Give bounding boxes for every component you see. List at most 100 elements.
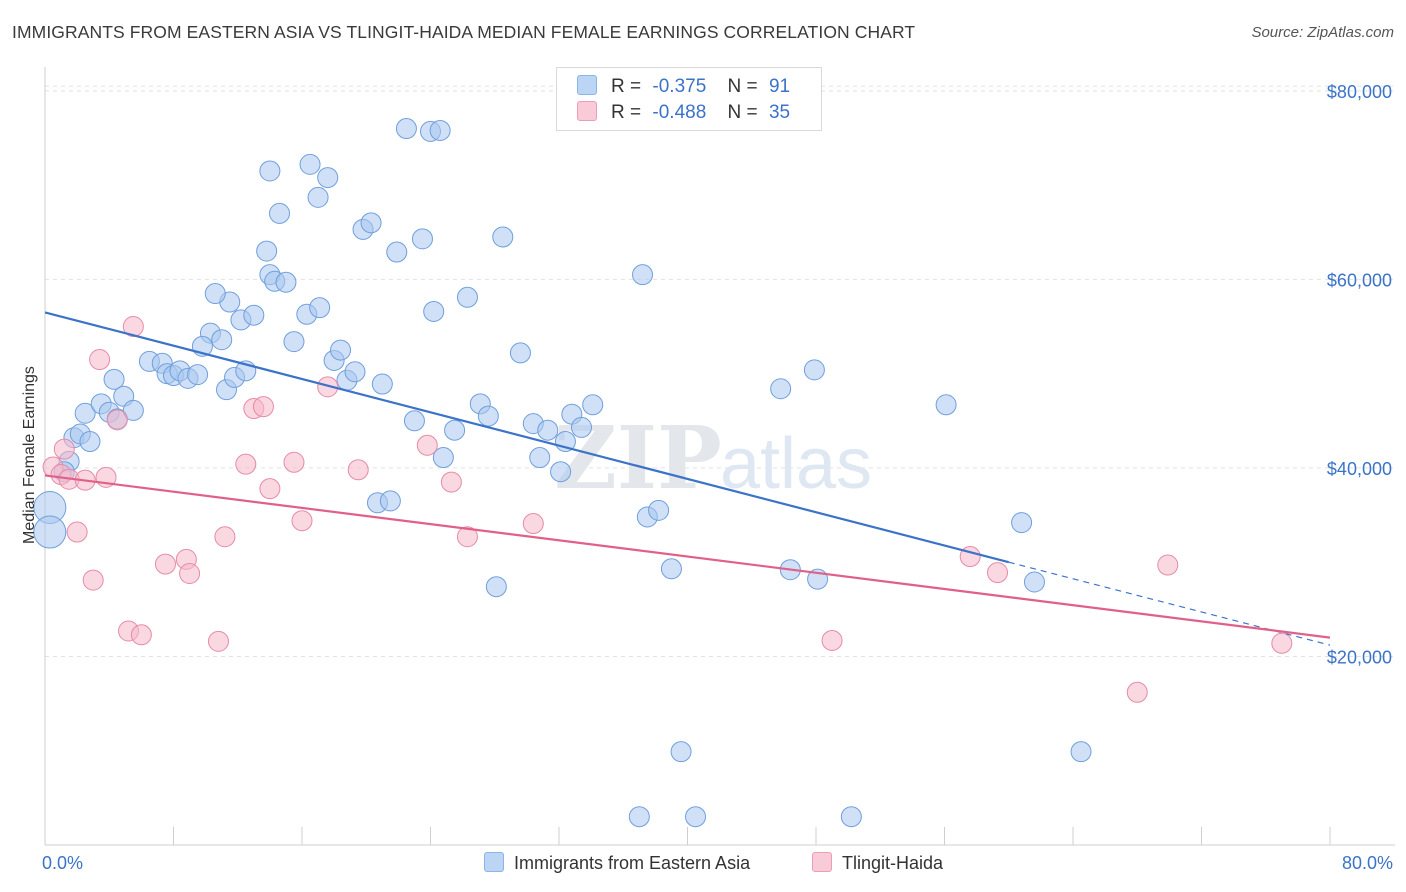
point-tlingit-haida — [154, 553, 176, 575]
point-eastern-asia — [840, 806, 862, 828]
point-eastern-asia — [432, 447, 454, 469]
point-eastern-asia — [648, 499, 670, 521]
tick-labels: $20,000 $40,000 $60,000 $80,000 0.0% 80.0% — [42, 82, 1393, 873]
x-tick-label: 80.0% — [1342, 853, 1393, 873]
point-tlingit-haida — [130, 624, 152, 646]
point-eastern-asia — [935, 394, 957, 416]
point-eastern-asia — [570, 416, 592, 438]
point-tlingit-haida — [416, 434, 438, 456]
point-eastern-asia — [582, 394, 604, 416]
point-tlingit-haida — [179, 563, 201, 585]
point-eastern-asia — [429, 119, 451, 141]
point-eastern-asia — [1070, 741, 1092, 763]
point-tlingit-haida — [317, 376, 339, 398]
point-eastern-asia — [307, 186, 329, 208]
point-eastern-asia — [256, 240, 278, 262]
point-tlingit-haida — [1157, 554, 1179, 576]
point-eastern-asia — [360, 212, 382, 234]
data-points — [33, 118, 1293, 828]
y-tick-label: $40,000 — [1327, 459, 1392, 479]
trend-line-tlingit-haida — [44, 474, 1331, 639]
point-eastern-asia — [74, 402, 96, 424]
point-eastern-asia — [423, 300, 445, 322]
watermark-atlas: atlas — [720, 424, 872, 504]
legend-swatch-blue — [577, 75, 597, 95]
axes — [44, 67, 1395, 846]
point-eastern-asia — [529, 447, 551, 469]
y-axis-label: Median Female Earnings — [21, 366, 38, 544]
point-eastern-asia — [770, 378, 792, 400]
point-eastern-asia — [395, 118, 417, 140]
point-eastern-asia — [1011, 512, 1033, 534]
point-tlingit-haida — [66, 521, 88, 543]
point-eastern-asia — [444, 419, 466, 441]
point-eastern-asia — [660, 558, 682, 580]
point-eastern-asia — [803, 359, 825, 381]
point-eastern-asia — [344, 361, 366, 383]
point-eastern-asia — [477, 405, 499, 427]
point-tlingit-haida — [291, 510, 313, 532]
point-eastern-asia — [211, 329, 233, 351]
point-tlingit-haida — [214, 526, 236, 548]
point-tlingit-haida — [1126, 681, 1148, 703]
legend-r-value: -0.488 — [652, 102, 707, 123]
point-eastern-asia — [411, 228, 433, 250]
x-tick-label: 0.0% — [42, 853, 83, 873]
legend-row-eastern-asia: R = -0.375 N = 91 — [577, 75, 790, 99]
point-eastern-asia — [269, 202, 291, 224]
point-eastern-asia — [456, 286, 478, 308]
point-eastern-asia — [317, 167, 339, 189]
point-tlingit-haida — [456, 526, 478, 548]
point-eastern-asia — [379, 490, 401, 512]
point-tlingit-haida — [207, 630, 229, 652]
point-eastern-asia — [386, 241, 408, 263]
point-eastern-asia — [632, 264, 654, 286]
point-eastern-asia — [275, 271, 297, 293]
point-eastern-asia — [1023, 571, 1045, 593]
point-tlingit-haida — [82, 569, 104, 591]
point-eastern-asia — [243, 304, 265, 326]
point-eastern-asia — [33, 515, 67, 549]
point-eastern-asia — [309, 297, 331, 319]
point-eastern-asia — [330, 339, 352, 361]
point-tlingit-haida — [89, 349, 111, 371]
watermark: ZIP atlas — [554, 408, 872, 509]
point-eastern-asia — [685, 806, 707, 828]
point-eastern-asia — [628, 806, 650, 828]
point-tlingit-haida — [1271, 632, 1293, 654]
point-eastern-asia — [485, 576, 507, 598]
point-tlingit-haida — [987, 562, 1009, 584]
stats-legend: R = -0.375 N = 91 R = -0.488 N = 35 — [556, 67, 822, 131]
point-tlingit-haida — [283, 451, 305, 473]
legend-swatch-blue — [484, 852, 504, 872]
point-eastern-asia — [299, 153, 321, 175]
legend-n-value: 91 — [768, 76, 791, 97]
legend-swatch-pink — [812, 852, 832, 872]
y-tick-label: $20,000 — [1327, 647, 1392, 667]
point-eastern-asia — [187, 364, 209, 386]
legend-item-tlingit-haida[interactable]: Tlingit-Haida — [812, 852, 943, 874]
point-tlingit-haida — [347, 459, 369, 481]
point-eastern-asia — [509, 342, 531, 364]
point-eastern-asia — [122, 399, 144, 421]
point-tlingit-haida — [122, 316, 144, 338]
point-eastern-asia — [371, 373, 393, 395]
legend-item-eastern-asia[interactable]: Immigrants from Eastern Asia — [484, 852, 750, 874]
point-eastern-asia — [403, 410, 425, 432]
y-tick-label: $80,000 — [1327, 82, 1392, 102]
point-eastern-asia — [537, 419, 559, 441]
legend-swatch-pink — [577, 101, 597, 121]
source-label: Source: ZipAtlas.com — [1251, 24, 1394, 41]
point-tlingit-haida — [235, 453, 257, 475]
point-eastern-asia — [550, 461, 572, 483]
y-tick-label: $60,000 — [1327, 270, 1392, 290]
point-tlingit-haida — [259, 478, 281, 500]
point-tlingit-haida — [252, 396, 274, 418]
point-tlingit-haida — [106, 409, 128, 431]
point-eastern-asia — [79, 431, 101, 453]
legend-n-value: 35 — [768, 102, 791, 123]
point-eastern-asia — [283, 331, 305, 353]
trend-lines — [44, 311, 1331, 646]
point-eastern-asia — [492, 226, 514, 248]
